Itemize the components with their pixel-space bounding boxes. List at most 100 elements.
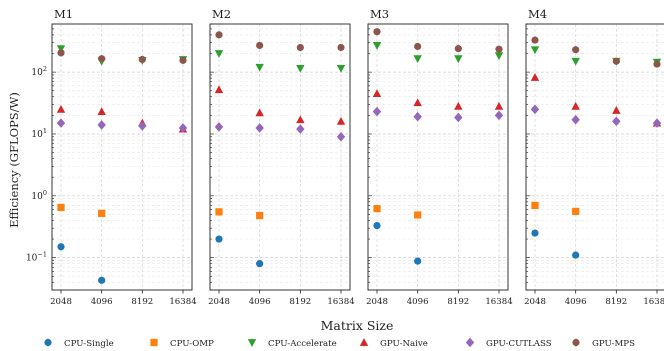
series-gpu-mps xyxy=(373,28,503,53)
y-tick-label: 101 xyxy=(31,127,47,140)
data-point xyxy=(138,55,146,64)
data-point xyxy=(531,229,539,237)
series-gpu-naive xyxy=(56,104,188,133)
data-point xyxy=(215,235,223,243)
data-point xyxy=(612,57,620,65)
panel-title: M2 xyxy=(212,7,231,21)
panel-frame xyxy=(525,23,664,291)
legend-item-cpu-omp: CPU-OMP xyxy=(150,338,214,349)
legend-label: GPU-Naive xyxy=(380,339,428,349)
data-point xyxy=(414,211,422,219)
data-point xyxy=(572,207,580,215)
data-point xyxy=(454,101,463,110)
legend-marker xyxy=(572,338,580,347)
data-point xyxy=(372,106,382,117)
data-point xyxy=(336,64,346,73)
data-point xyxy=(97,107,106,115)
panel-m3: 2048 4096 8192 16384 M3 xyxy=(366,7,513,307)
data-point xyxy=(97,120,106,130)
data-point xyxy=(296,124,305,134)
data-point xyxy=(57,243,65,251)
series-cpu-single xyxy=(215,235,264,268)
data-point xyxy=(56,118,66,128)
data-point xyxy=(372,42,382,50)
data-point xyxy=(214,122,224,132)
data-point xyxy=(337,43,345,52)
y-tick-label: 100 xyxy=(31,189,47,202)
panel-frame xyxy=(367,23,509,291)
data-point xyxy=(256,260,264,268)
data-point xyxy=(531,201,539,209)
legend-item-cpu-accelerate: CPU-Accelerate xyxy=(247,338,337,349)
series-cpu-accelerate xyxy=(530,46,662,67)
data-point xyxy=(178,123,188,133)
x-tick-label: 16384 xyxy=(643,297,664,307)
data-point xyxy=(495,45,503,53)
x-tick-label: 2048 xyxy=(366,297,388,307)
panel-m2: 2048 4096 8192 16384 M2 xyxy=(208,7,355,307)
data-point xyxy=(373,205,381,213)
data-point xyxy=(255,108,264,117)
data-point xyxy=(138,121,147,131)
data-point xyxy=(98,276,106,284)
data-point xyxy=(571,101,580,110)
data-point xyxy=(571,114,580,125)
data-point xyxy=(572,251,580,259)
x-tick-label: 8192 xyxy=(289,297,311,307)
series-gpu-naive xyxy=(372,89,504,110)
panel-frame xyxy=(209,23,351,291)
data-point xyxy=(413,111,422,122)
legend-marker xyxy=(44,338,52,347)
series-cpu-omp xyxy=(57,203,106,217)
data-point xyxy=(215,208,223,216)
data-point xyxy=(454,55,463,64)
x-tick-label: 2048 xyxy=(50,297,72,307)
data-point xyxy=(256,41,264,50)
data-point xyxy=(255,123,264,133)
legend: CPU-Single CPU-OMP CPU-Accelerate GPU-Naive… xyxy=(44,337,635,349)
data-point xyxy=(531,36,539,44)
data-point xyxy=(373,221,381,230)
data-point xyxy=(98,209,106,217)
series-cpu-accelerate xyxy=(214,50,346,73)
data-point xyxy=(571,57,580,66)
y-tick-label: 102 xyxy=(31,65,47,78)
legend-label: CPU-OMP xyxy=(170,339,214,349)
series-cpu-single xyxy=(57,243,106,284)
data-point xyxy=(214,85,224,94)
data-point xyxy=(57,203,65,211)
series-gpu-cutlass xyxy=(372,106,504,123)
series-cpu-omp xyxy=(373,205,422,219)
panel-m4: 2048 4096 8192 16384 M4 xyxy=(524,7,664,307)
data-point xyxy=(215,31,223,39)
series-cpu-omp xyxy=(531,201,580,215)
x-tick-label: 2048 xyxy=(208,297,230,307)
x-tick-label: 4096 xyxy=(91,297,113,307)
data-point xyxy=(530,104,540,115)
series-gpu-cutlass xyxy=(530,104,662,128)
data-point xyxy=(414,257,422,265)
x-tick-label: 8192 xyxy=(447,297,469,307)
panels: 2048 4096 8192 16384 M1 10−1 100 101 102 2048 4096… xyxy=(26,7,664,307)
legend-marker xyxy=(359,338,369,346)
data-point xyxy=(494,110,504,121)
data-point xyxy=(414,42,422,51)
x-tick-label: 4096 xyxy=(565,297,587,307)
data-point xyxy=(57,49,65,57)
x-tick-label: 4096 xyxy=(249,297,271,307)
panel-title: M1 xyxy=(54,7,73,21)
data-point xyxy=(336,116,346,125)
x-tick-label: 2048 xyxy=(524,297,546,307)
legend-item-gpu-mps: GPU-MPS xyxy=(572,338,635,349)
data-point xyxy=(255,63,264,72)
legend-label: GPU-MPS xyxy=(592,339,635,349)
legend-item-gpu-naive: GPU-Naive xyxy=(359,338,428,349)
data-point xyxy=(530,73,540,81)
series-gpu-cutlass xyxy=(56,118,188,133)
series-gpu-cutlass xyxy=(214,122,346,142)
data-point xyxy=(494,52,504,61)
data-point xyxy=(530,46,540,55)
panel-m1: 2048 4096 8192 16384 M1 10−1 100 101 102 xyxy=(26,7,197,307)
x-tick-label: 16384 xyxy=(327,297,355,307)
